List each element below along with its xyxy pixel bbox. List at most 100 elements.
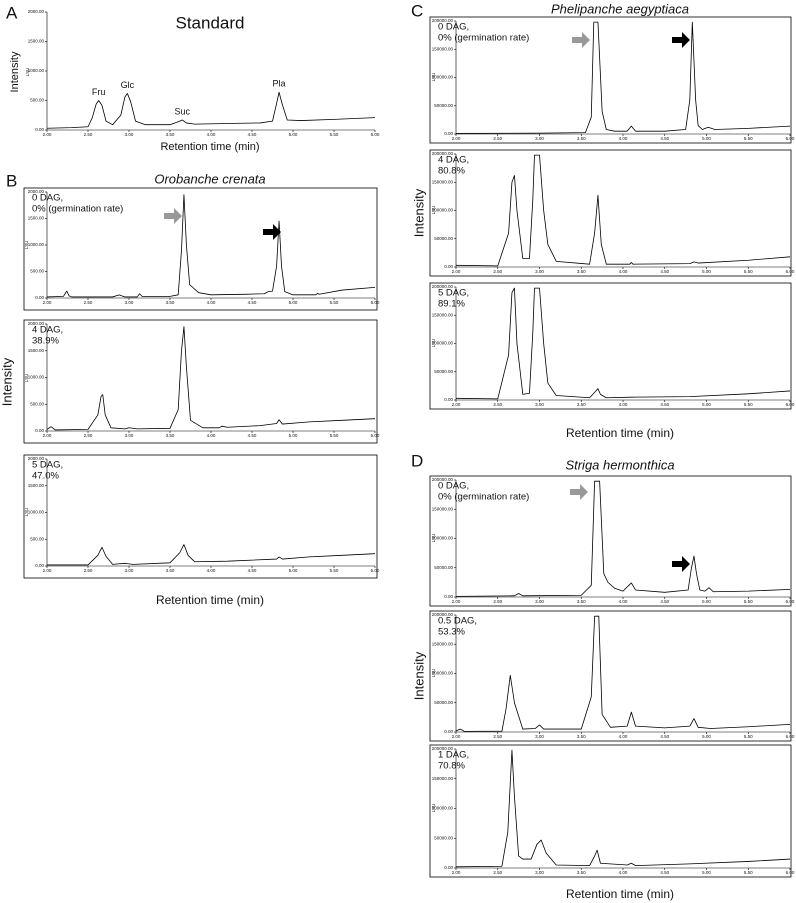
y-tick-label: 0.00 [444,397,453,402]
y-axis-label: Intensity [9,51,21,92]
y-tick-label: 200000.00 [432,18,454,23]
y-tick-label: 0.00 [35,295,44,300]
x-tick-label: 3.50 [577,599,586,604]
panel-frame [23,187,378,311]
x-tick-label: 4.00 [619,734,628,739]
y-unit: LSU [24,241,29,250]
peak-label: Fru [92,87,106,97]
y-tick-label: 150000.00 [432,312,454,317]
x-tick-label: 4.50 [660,136,669,141]
x-tick-label: 3.00 [125,300,134,305]
y-tick-label: 2000.00 [28,321,45,326]
condition-label: 38.9% [32,336,59,347]
x-tick-label: 6.00 [786,402,795,407]
x-tick-label: 5.50 [330,132,339,137]
panel-frame [23,319,378,444]
panel-frame [429,475,792,607]
x-tick-label: 5.50 [744,402,753,407]
panel-title: Standard [176,13,245,32]
condition-label: 80.8% [438,166,465,177]
x-tick-label: 5.50 [744,136,753,141]
x-tick-label: 2.00 [43,568,52,573]
trace [46,326,376,431]
condition-label: 0% (germination rate) [438,33,529,44]
condition-label: 47.0% [32,471,59,482]
x-tick-label: 4.50 [248,568,257,573]
trace [455,287,791,400]
y-unit: LSU [24,374,29,383]
y-tick-label: 1500.00 [28,348,45,353]
y-tick-label: 150000.00 [432,179,454,184]
x-tick-label: 5.50 [744,599,753,604]
x-tick-label: 5.00 [289,300,298,305]
y-tick-label: 2000.00 [28,189,45,194]
x-tick-label: 5.50 [330,300,339,305]
x-tick-label: 6.00 [371,433,380,438]
x-tick-label: 5.50 [744,269,753,274]
condition-label: 4 DAG, [32,325,63,336]
y-tick-label: 50000.00 [434,236,453,241]
x-tick-label: 5.00 [289,568,298,573]
x-tick-label: 6.00 [786,269,795,274]
y-tick-label: 200000.00 [432,477,454,482]
x-tick-label: 6.00 [371,132,380,137]
black-arrow [672,32,690,48]
y-tick-label: 0.00 [444,594,453,599]
y-tick-label: 150000.00 [432,46,454,51]
y-tick-label: 100000.00 [432,806,454,811]
x-tick-label: 2.50 [493,269,502,274]
y-tick-label: 200000.00 [432,746,454,751]
peak-label: Suc [175,106,191,116]
x-tick-label: 2.00 [43,132,52,137]
y-axis-label: Intensity [0,357,14,406]
x-tick-label: 6.00 [371,300,380,305]
condition-label: 1 DAG, [438,750,469,761]
y-tick-label: 100000.00 [432,536,454,541]
y-tick-label: 100000.00 [432,671,454,676]
y-tick-label: 100000.00 [432,75,454,80]
x-tick-label: 6.00 [786,136,795,141]
x-tick-label: 3.50 [166,300,175,305]
x-tick-label: 5.50 [330,433,339,438]
x-tick-label: 3.50 [577,136,586,141]
x-axis-label: Retention time (min) [160,141,259,153]
panel-frame [429,16,792,144]
x-tick-label: 6.00 [786,734,795,739]
x-tick-label: 5.00 [702,734,711,739]
x-tick-label: 2.00 [452,136,461,141]
y-axis-label: Intensity [411,188,426,237]
panel-frame [23,454,378,579]
y-axis-label: Intensity [411,651,426,700]
condition-label: 5 DAG, [32,460,63,471]
x-tick-label: 4.50 [660,402,669,407]
x-tick-label: 2.00 [43,300,52,305]
x-tick-label: 4.00 [619,870,628,875]
y-tick-label: 1500.00 [28,39,45,44]
y-tick-label: 0.00 [444,264,453,269]
x-tick-label: 2.00 [452,269,461,274]
trace [47,544,376,566]
x-tick-label: 2.50 [493,734,502,739]
y-tick-label: 500.00 [30,269,44,274]
x-tick-label: 3.50 [166,132,175,137]
gray-arrow [572,32,590,48]
x-tick-label: 5.00 [702,599,711,604]
x-tick-label: 3.00 [535,599,544,604]
x-tick-label: 2.50 [84,132,93,137]
x-tick-label: 3.00 [125,132,134,137]
panel-letter: D [411,451,423,470]
x-tick-label: 4.00 [619,136,628,141]
x-tick-label: 3.00 [125,433,134,438]
x-tick-label: 5.00 [702,269,711,274]
y-tick-label: 0.00 [35,563,44,568]
y-tick-label: 150000.00 [432,776,454,781]
y-tick-label: 100000.00 [432,208,454,213]
y-tick-label: 0.00 [444,729,453,734]
x-tick-label: 4.50 [248,132,257,137]
trace [455,154,791,267]
x-tick-label: 3.50 [577,870,586,875]
x-tick-label: 5.50 [330,568,339,573]
x-tick-label: 2.00 [452,599,461,604]
panel-title: Striga hermonthica [565,457,674,472]
y-tick-label: 200000.00 [432,612,454,617]
